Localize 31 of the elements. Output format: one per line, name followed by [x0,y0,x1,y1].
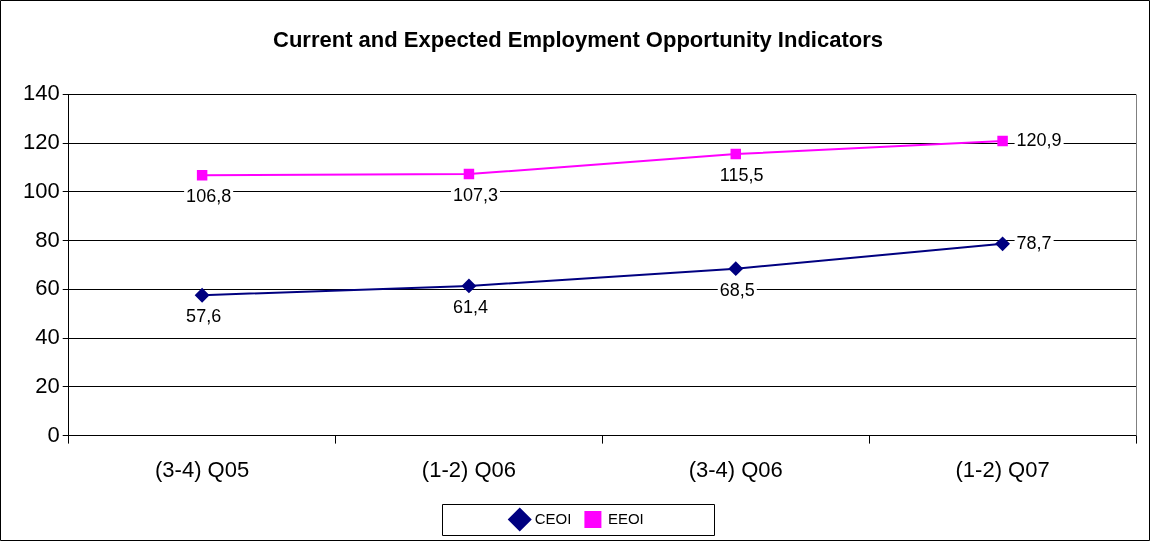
point [461,278,476,293]
y-tick-label: 100 [22,177,60,203]
point [997,135,1008,147]
chart-title: Current and Expected Employment Opportunity Indicators [273,27,883,53]
data-label: 106,8 [186,186,232,207]
y-tick-label: 120 [22,129,60,155]
data-label: 115,5 [719,165,764,186]
data-label: 57,6 [186,306,222,327]
legend-label: EEOI [607,509,644,527]
y-tick-label: 80 [35,226,60,252]
x-tick-label: (3-4) Q06 [688,456,783,482]
y-tick-label: 20 [35,372,60,398]
x-tick-label: (3-4) Q05 [155,456,250,482]
y-tick-label: 40 [35,324,60,350]
y-tick-label: 60 [35,275,60,301]
point [995,236,1010,251]
x-tick-label: (1-2) Q06 [421,456,517,482]
legend-label: CEOI [534,509,572,527]
y-tick-label: 0 [47,421,60,447]
data-label: 107,3 [452,185,498,206]
data-label: 78,7 [1016,232,1052,253]
data-label: 61,4 [452,296,488,317]
data-label: 120,9 [1016,129,1062,150]
x-tick-label: (1-2) Q07 [955,456,1050,482]
point [728,261,743,276]
data-label: 68,5 [719,279,755,300]
point [195,288,210,303]
point [196,170,208,181]
point [463,168,475,180]
point [730,148,742,160]
y-tick-label: 140 [22,80,60,106]
